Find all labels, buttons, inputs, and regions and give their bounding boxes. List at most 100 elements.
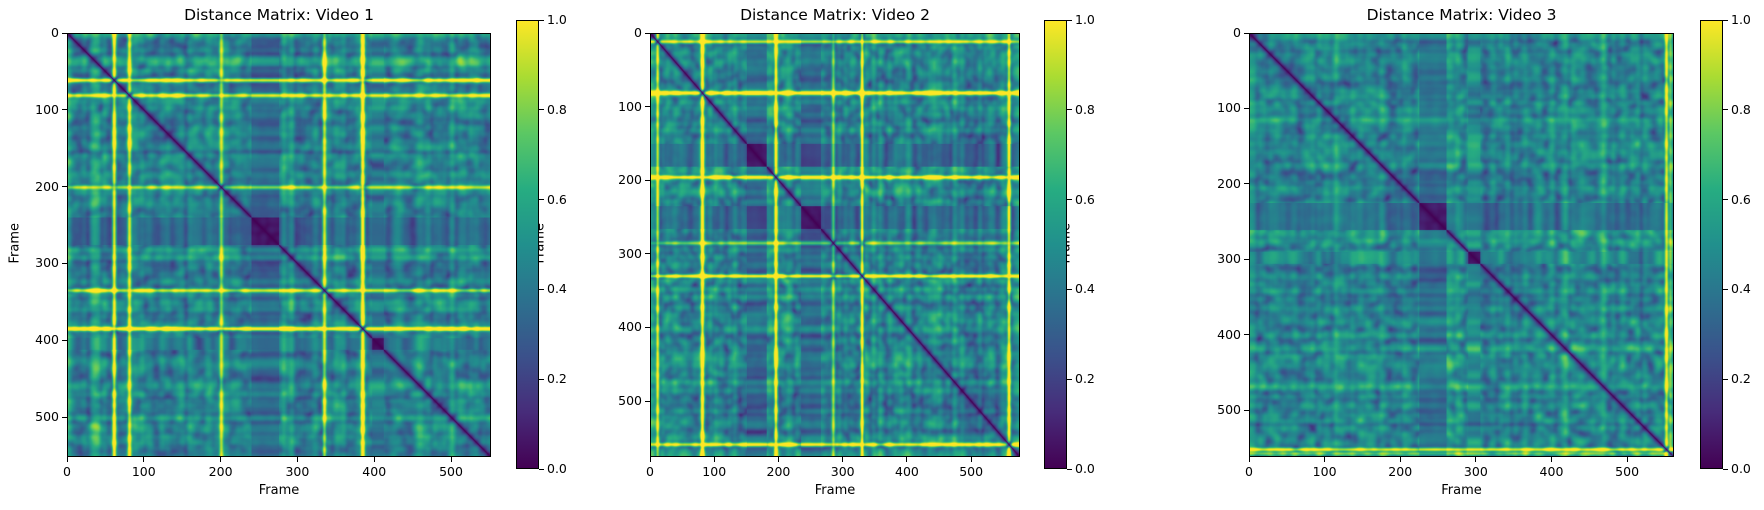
colorbar-video-3 (1700, 20, 1723, 469)
x-axis-label-video-1: Frame (258, 483, 300, 498)
heatmap-axes-video-2 (650, 33, 1020, 457)
y-tick-mark (645, 253, 650, 255)
x-tick-mark (713, 457, 715, 462)
y-tick-label: 400 (618, 319, 642, 335)
x-tick-label: 0 (63, 464, 71, 479)
y-tick-mark (1244, 334, 1249, 336)
x-tick-label: 200 (1388, 464, 1413, 479)
colorbar-video-2 (1044, 20, 1067, 469)
colorbar-tick-label: 0.6 (547, 191, 567, 207)
colorbar-tick-mark (539, 288, 544, 290)
y-tick-mark (645, 179, 650, 181)
y-tick-mark (62, 109, 67, 111)
x-tick-mark (143, 457, 145, 462)
y-tick-label: 500 (1217, 402, 1241, 418)
colorbar-tick-label: 1.0 (547, 12, 567, 27)
x-tick-mark (1475, 457, 1477, 462)
x-tick-label: 400 (362, 464, 387, 479)
x-axis-label-video-2: Frame (814, 483, 856, 498)
x-tick-label: 100 (1312, 464, 1337, 479)
colorbar-tick-label: 0.0 (547, 461, 567, 476)
y-tick-mark (1244, 107, 1249, 109)
colorbar-tick-label: 0.4 (547, 281, 567, 297)
x-tick-mark (1248, 457, 1250, 462)
x-tick-label: 100 (702, 464, 727, 479)
colorbar-tick-label: 0.2 (1731, 371, 1751, 387)
x-tick-mark (777, 457, 779, 462)
colorbar-tick-mark (1723, 199, 1728, 201)
y-tick-mark (645, 326, 650, 328)
heatmap-video-2 (651, 34, 1019, 456)
colorbar-tick-label: 1.0 (1075, 12, 1095, 27)
colorbar-tick-mark (1723, 109, 1728, 111)
colorbar-tick-mark (1067, 468, 1072, 470)
y-tick-mark (62, 32, 67, 34)
y-tick-label: 500 (35, 409, 59, 425)
y-tick-label: 400 (1217, 326, 1241, 342)
x-tick-label: 500 (959, 464, 984, 479)
colorbar-tick-mark (539, 109, 544, 111)
y-tick-mark (1244, 409, 1249, 411)
x-tick-mark (906, 457, 908, 462)
y-tick-label: 200 (1217, 175, 1241, 191)
colorbar-tick-mark (1067, 199, 1072, 201)
x-tick-mark (1550, 457, 1552, 462)
y-tick-label: 400 (35, 332, 59, 348)
x-tick-mark (649, 457, 651, 462)
y-tick-mark (645, 32, 650, 34)
y-tick-mark (645, 106, 650, 108)
y-tick-mark (62, 186, 67, 188)
colorbar-tick-label: 0.0 (1075, 461, 1095, 476)
x-tick-label: 500 (439, 464, 463, 479)
colorbar-tick-label: 0.6 (1731, 191, 1751, 207)
y-tick-label: 500 (618, 393, 642, 409)
y-tick-label: 0 (1233, 25, 1241, 40)
x-tick-label: 300 (1463, 464, 1488, 479)
y-tick-mark (1244, 183, 1249, 185)
x-tick-mark (842, 457, 844, 462)
colorbar-tick-label: 0.8 (1731, 101, 1751, 117)
colorbar-tick-mark (539, 468, 544, 470)
x-tick-label: 100 (131, 464, 156, 479)
colorbar-tick-label: 0.4 (1731, 281, 1751, 297)
x-tick-label: 300 (830, 464, 855, 479)
x-tick-label: 0 (1245, 464, 1253, 479)
x-tick-label: 400 (1539, 464, 1564, 479)
colorbar-tick-mark (1067, 109, 1072, 111)
colorbar-tick-label: 0.8 (547, 101, 567, 117)
heatmap-video-1 (68, 34, 490, 456)
colorbar-tick-mark (539, 199, 544, 201)
x-tick-mark (1324, 457, 1326, 462)
colorbar-tick-mark (1723, 19, 1728, 21)
x-tick-label: 200 (766, 464, 791, 479)
y-tick-mark (62, 416, 67, 418)
x-axis-label-video-3: Frame (1441, 483, 1482, 498)
x-tick-mark (450, 457, 452, 462)
colorbar-tick-mark (1067, 378, 1072, 380)
heatmap-video-3 (1250, 34, 1673, 456)
colorbar-tick-mark (539, 19, 544, 21)
colorbar-tick-mark (539, 378, 544, 380)
y-tick-label: 100 (35, 101, 59, 117)
colorbar-tick-mark (1723, 378, 1728, 380)
y-tick-label: 300 (1217, 251, 1241, 267)
colorbar-tick-label: 1.0 (1731, 12, 1751, 27)
y-tick-mark (62, 262, 67, 264)
y-tick-label: 200 (35, 178, 59, 194)
y-tick-label: 0 (634, 25, 642, 40)
y-tick-label: 200 (618, 172, 642, 188)
y-tick-label: 100 (618, 98, 642, 114)
y-tick-label: 0 (51, 25, 59, 40)
y-tick-mark (1244, 258, 1249, 260)
x-tick-label: 400 (895, 464, 919, 479)
chart-title-video-1: Distance Matrix: Video 1 (184, 6, 374, 24)
heatmap-axes-video-3 (1249, 33, 1674, 457)
y-tick-label: 100 (1217, 100, 1241, 116)
y-tick-label: 300 (618, 245, 642, 261)
x-tick-mark (220, 457, 222, 462)
colorbar-tick-label: 0.2 (1075, 371, 1095, 387)
colorbar-tick-label: 0.0 (1731, 461, 1751, 476)
colorbar-video-1 (516, 20, 539, 469)
x-tick-mark (66, 457, 68, 462)
colorbar-tick-label: 0.2 (547, 371, 567, 387)
